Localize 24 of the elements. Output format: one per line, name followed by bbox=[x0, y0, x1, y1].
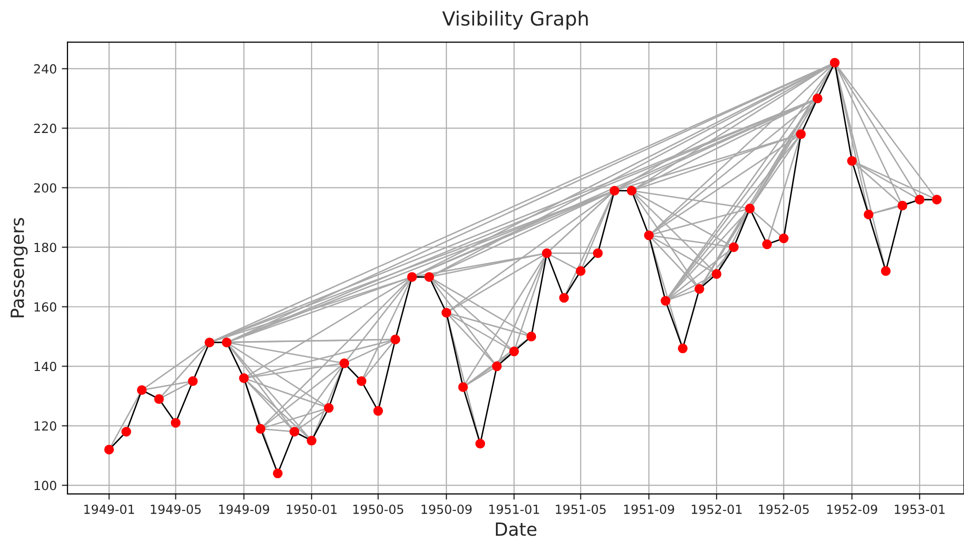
chart-title: Visibility Graph bbox=[442, 10, 588, 30]
x-tick-label: 1949-01 bbox=[84, 504, 134, 514]
x-tick-label: 1953-01 bbox=[894, 504, 945, 514]
y-tick-label: 220 bbox=[34, 124, 56, 134]
x-tick-label: 1950-05 bbox=[353, 504, 404, 514]
x-tick-label: 1952-09 bbox=[827, 504, 878, 514]
x-tick-label: 1952-01 bbox=[692, 504, 742, 514]
x-tick-label: 1951-09 bbox=[624, 504, 674, 514]
x-tick-label: 1950-09 bbox=[422, 504, 472, 514]
y-tick-label: 240 bbox=[34, 64, 56, 74]
y-tick-label: 120 bbox=[34, 421, 56, 431]
x-tick-label: 1951-05 bbox=[556, 504, 606, 514]
x-tick-label: 1951-01 bbox=[489, 504, 540, 514]
x-tick-label: 1950-01 bbox=[286, 504, 337, 514]
x-axis-title: Date bbox=[496, 522, 536, 536]
x-tick-label: 1949-05 bbox=[150, 504, 201, 514]
y-tick-label: 160 bbox=[34, 302, 56, 312]
y-axis-title: Passengers bbox=[10, 218, 28, 318]
x-tick-label: 1952-05 bbox=[758, 504, 809, 514]
y-tick-label: 100 bbox=[34, 480, 56, 490]
y-tick-label: 200 bbox=[34, 183, 56, 193]
x-tick-label: 1949-09 bbox=[219, 504, 270, 514]
y-tick-label: 180 bbox=[34, 242, 56, 252]
y-tick-label: 140 bbox=[34, 362, 56, 372]
